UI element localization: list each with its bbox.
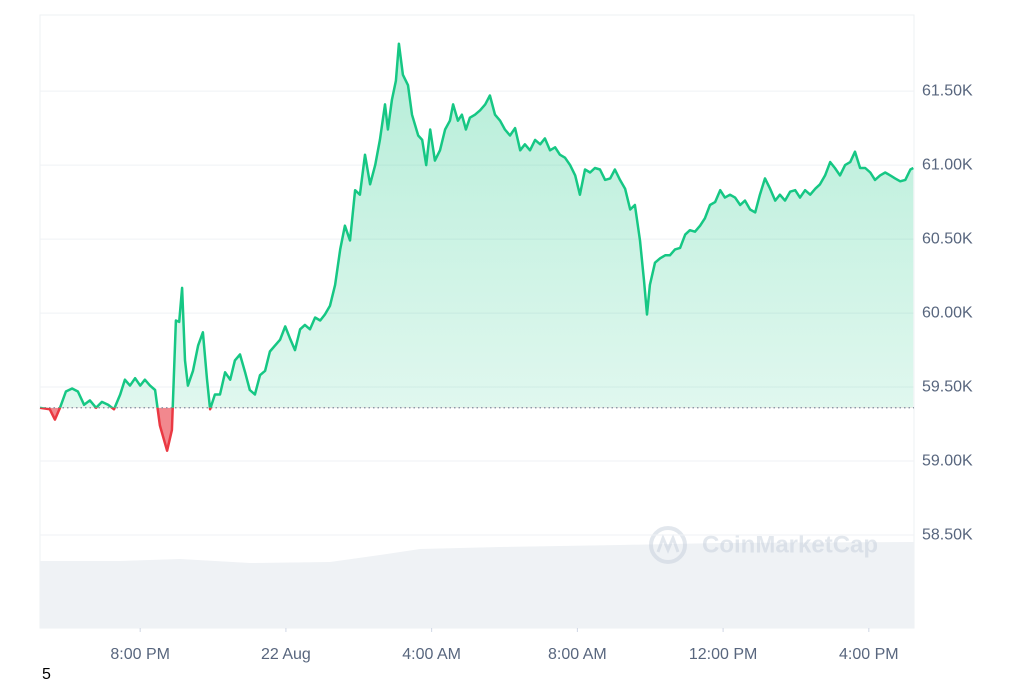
- y-tick-label: 58.50K: [922, 526, 973, 543]
- x-tick-label: 4:00 AM: [402, 646, 461, 663]
- watermark-text: CoinMarketCap: [702, 531, 878, 558]
- volume-area: [40, 542, 914, 628]
- y-tick-label: 59.00K: [922, 452, 973, 469]
- y-tick-label: 61.50K: [922, 82, 973, 99]
- y-tick-label: 60.00K: [922, 304, 973, 321]
- x-tick-label: 12:00 PM: [689, 646, 757, 663]
- footer-label: 5: [42, 666, 51, 683]
- y-tick-label: 61.00K: [922, 156, 973, 173]
- watermark: CoinMarketCap: [649, 526, 878, 564]
- y-tick-label: 60.50K: [922, 230, 973, 247]
- x-tick-label: 4:00 PM: [839, 646, 899, 663]
- area-up: [60, 43, 914, 408]
- x-tick-label: 8:00 PM: [110, 646, 170, 663]
- x-tick-label: 22 Aug: [261, 646, 311, 663]
- price-line-up: [40, 42, 914, 408]
- y-tick-label: 59.50K: [922, 378, 973, 395]
- x-tick-label: 8:00 AM: [548, 646, 607, 663]
